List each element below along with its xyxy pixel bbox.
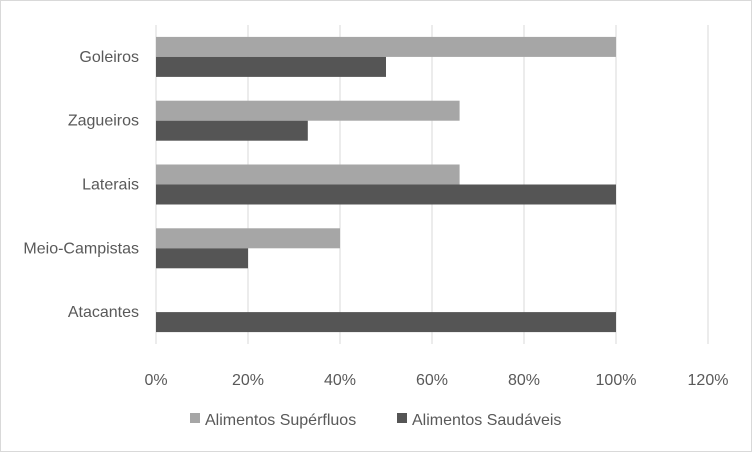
bar-superfluos-goleiros: [156, 36, 616, 57]
x-axis-ticks: 0% 20% 40% 60% 80% 100% 120%: [144, 372, 728, 389]
bar-superfluos-meio-campistas: [156, 228, 340, 249]
category-label: Goleiros: [79, 49, 139, 66]
bar-saudaveis-laterais: [156, 184, 616, 205]
x-tick-label: 120%: [688, 372, 729, 389]
category-labels: Goleiros Zagueiros Laterais Meio-Campistas A…: [23, 49, 139, 321]
category-label: Meio-Campistas: [23, 240, 139, 257]
x-tick-label: 0%: [144, 372, 167, 389]
bar-saudaveis-goleiros: [156, 56, 386, 77]
bars: [156, 36, 616, 333]
category-label: Zagueiros: [68, 113, 139, 130]
legend-label: Alimentos Saudáveis: [412, 412, 561, 429]
legend-swatch: [397, 413, 407, 423]
legend-swatch: [190, 413, 200, 423]
x-tick-label: 20%: [232, 372, 264, 389]
bar-saudaveis-zagueiros: [156, 120, 308, 141]
bar-superfluos-zagueiros: [156, 100, 460, 121]
x-tick-label: 60%: [416, 372, 448, 389]
x-tick-label: 100%: [596, 372, 637, 389]
bar-superfluos-laterais: [156, 164, 460, 185]
bar-saudaveis-atacantes: [156, 312, 616, 333]
bar-saudaveis-meio-campistas: [156, 248, 248, 269]
category-label: Atacantes: [68, 304, 139, 321]
legend-label: Alimentos Supérfluos: [205, 412, 356, 429]
category-label: Laterais: [82, 177, 139, 194]
legend: Alimentos Supérfluos Alimentos Saudáveis: [190, 412, 561, 429]
x-tick-label: 80%: [508, 372, 540, 389]
x-tick-label: 40%: [324, 372, 356, 389]
